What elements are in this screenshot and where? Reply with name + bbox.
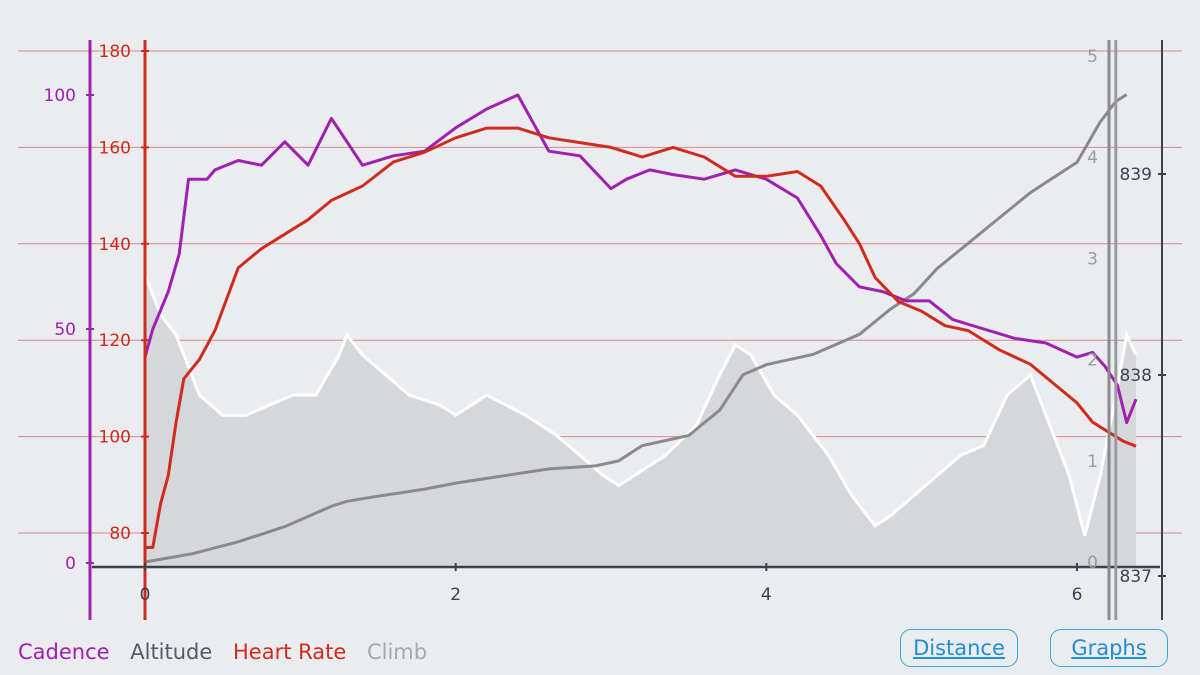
x-tick-label: 0 — [140, 585, 151, 605]
axes — [88, 40, 1163, 620]
climb-line — [144, 93, 1128, 564]
heart-rate-line — [145, 126, 1137, 549]
cadence-line — [143, 93, 1138, 425]
climb-tick-label: 3 — [1087, 249, 1098, 269]
altitude-tick-label: 837 — [1120, 567, 1152, 587]
heart-rate-tick-label: 80 — [109, 524, 131, 544]
altitude-line — [143, 273, 1138, 537]
legend-heart-rate: Heart Rate — [233, 640, 347, 664]
altitude-tick-label: 839 — [1120, 165, 1152, 185]
climb-tick-label: 0 — [1087, 553, 1098, 573]
heart-rate-tick-label: 140 — [99, 235, 131, 255]
climb-tick-label: 2 — [1087, 351, 1098, 371]
cadence-tick-label: 100 — [44, 86, 76, 106]
legend-climb: Climb — [366, 640, 428, 664]
cadence-tick-label: 0 — [65, 554, 76, 574]
legend-cadence: Cadence — [18, 640, 110, 664]
x-tick-label: 2 — [450, 585, 461, 605]
distance-button[interactable]: Distance — [900, 629, 1018, 667]
legend-altitude: Altitude — [130, 640, 213, 664]
cadence-tick-label: 50 — [54, 320, 76, 340]
climb-tick-label: 5 — [1087, 47, 1098, 67]
chart: 0 2 4 6050100801001201401601800123458378388… — [18, 40, 1182, 620]
graphs-button[interactable]: Graphs — [1050, 629, 1168, 667]
heart-rate-tick-label: 180 — [99, 42, 131, 62]
climb-tick-label: 1 — [1087, 452, 1098, 472]
altitude-tick-label: 838 — [1120, 366, 1152, 386]
heart-rate-tick-label: 120 — [99, 331, 131, 351]
tick-labels: 0 2 4 6050100801001201401601800123458378388… — [44, 42, 1166, 605]
heart-rate-tick-label: 100 — [99, 428, 131, 448]
x-tick-label: 4 — [761, 585, 772, 605]
heart-rate-tick-label: 160 — [99, 138, 131, 158]
x-tick-label: 6 — [1072, 585, 1083, 605]
climb-tick-label: 4 — [1087, 148, 1098, 168]
legend: Cadence Altitude Heart Rate Climb — [18, 640, 441, 664]
